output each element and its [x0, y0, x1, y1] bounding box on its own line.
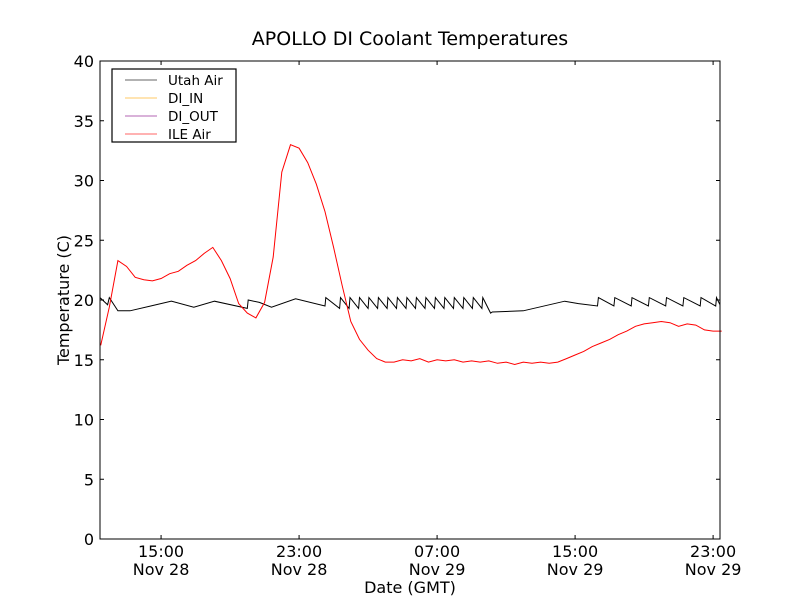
y-tick-label: 35: [74, 112, 94, 131]
y-tick-label: 10: [74, 411, 94, 430]
axes-frame: [99, 60, 721, 540]
legend-box: [111, 68, 237, 143]
chart-title: APOLLO DI Coolant Temperatures: [252, 28, 568, 50]
series-line-ile-air: [100, 144, 722, 366]
x-tick-date: Nov 28: [133, 560, 190, 579]
x-tick-date: Nov 29: [409, 560, 466, 579]
x-tick-date: Nov 29: [547, 560, 604, 579]
x-tick-date: Nov 28: [271, 560, 328, 579]
x-tick-date: Nov 29: [685, 560, 742, 579]
y-tick-label: 30: [74, 172, 94, 191]
y-tick-label: 25: [74, 231, 94, 250]
y-tick-label: 20: [74, 291, 94, 310]
legend-label: DI_IN: [168, 91, 203, 107]
x-tick-time: 15:00: [138, 542, 184, 561]
legend-label: DI_OUT: [168, 109, 219, 125]
legend-label: ILE Air: [168, 127, 211, 143]
x-axis-label: Date (GMT): [364, 578, 456, 597]
series-line-utah-air: [99, 295, 721, 314]
x-tick-time: 15:00: [552, 542, 598, 561]
plot-area: [99, 144, 722, 366]
y-tick-label: 5: [84, 470, 94, 489]
y-tick-label: 0: [84, 530, 94, 549]
x-tick-time: 23:00: [276, 542, 322, 561]
x-tick-time: 07:00: [414, 542, 460, 561]
y-axis-label: Temperature (C): [54, 235, 73, 366]
legend: Utah Air DI_IN DI_OUT ILE Air: [111, 68, 237, 143]
y-tick-label: 40: [74, 52, 94, 71]
y-tick-label: 15: [74, 351, 94, 370]
legend-label: Utah Air: [168, 73, 223, 89]
x-tick-time: 23:00: [690, 542, 736, 561]
